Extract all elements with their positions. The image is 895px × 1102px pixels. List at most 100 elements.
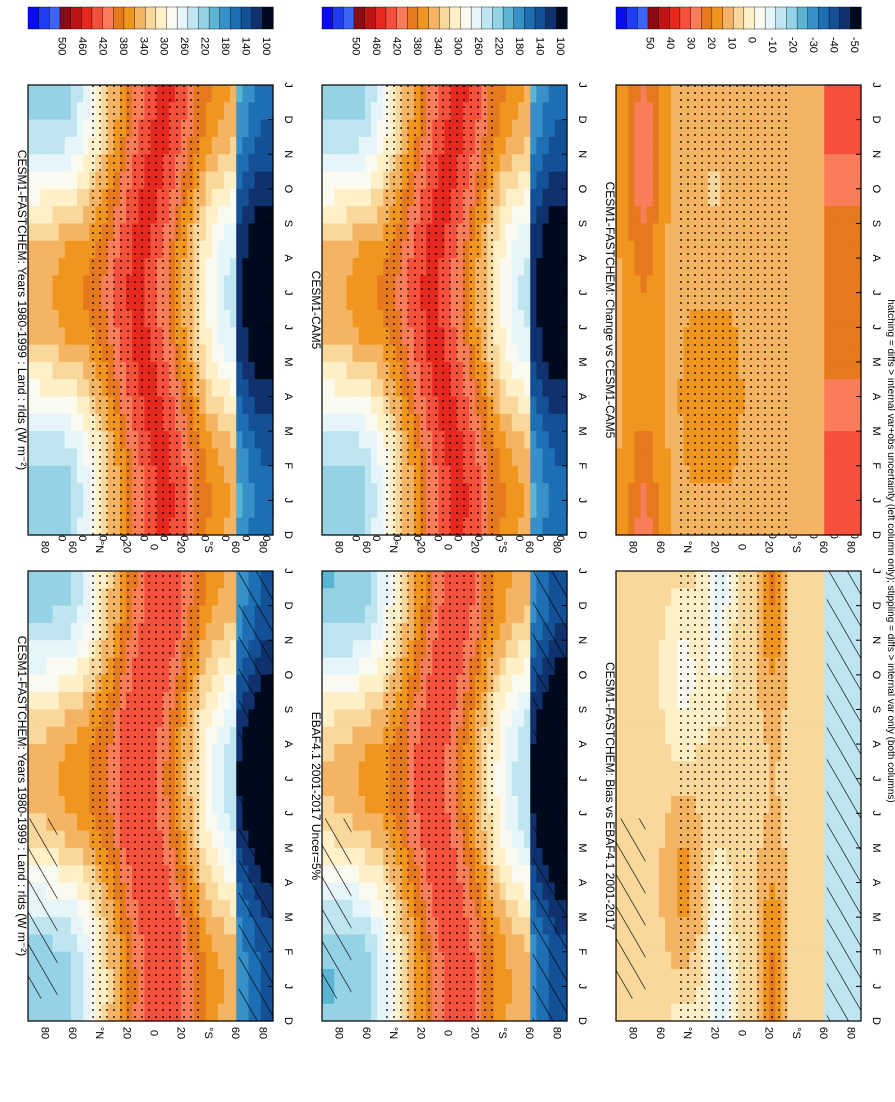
heatmap-cell (518, 951, 525, 970)
heatmap-cell (322, 761, 329, 780)
colorbar-label: 420 (390, 37, 402, 55)
heatmap-cell (505, 744, 513, 762)
heatmap-cell (199, 327, 207, 346)
heatmap-cell (40, 344, 47, 363)
colorbar-label: 180 (219, 37, 231, 55)
heatmap-cell (346, 431, 354, 450)
heatmap-cell (230, 709, 237, 728)
heatmap-cell (83, 847, 90, 866)
heatmap-cell (665, 692, 672, 711)
heatmap-cell (58, 292, 66, 311)
heatmap-cell (499, 674, 507, 693)
heatmap-cell (199, 361, 207, 380)
heatmap-cell (83, 85, 90, 103)
heatmap-cell (205, 969, 213, 987)
heatmap-cell (328, 275, 335, 294)
heatmap-cell (334, 605, 341, 624)
heatmap-cell (548, 85, 556, 103)
heatmap-cell (505, 709, 513, 728)
heatmap-cell (818, 588, 825, 607)
heatmap-cell (199, 275, 207, 294)
heatmap-cell (371, 431, 378, 450)
heatmap-cell (211, 917, 219, 936)
heatmap-cell (358, 761, 366, 780)
heatmap-cell (340, 431, 348, 450)
heatmap-cell (511, 726, 519, 745)
heatmap-cell (524, 917, 531, 936)
heatmap-cell (211, 605, 219, 624)
heatmap-cell (205, 934, 213, 953)
heatmap-cell (358, 240, 366, 259)
heatmap-cell (266, 275, 274, 294)
heatmap-cell (242, 136, 250, 155)
heatmap-cell (793, 640, 801, 659)
heatmap-cell (511, 258, 519, 276)
heatmap-cell (493, 275, 501, 294)
heatmap-cell (28, 517, 35, 536)
heatmap-cell (64, 206, 72, 225)
heatmap-cell (224, 448, 231, 467)
heatmap-cell (58, 986, 66, 1005)
heatmap-cell (328, 188, 335, 207)
heatmap-cell (352, 102, 360, 121)
heatmap-cell (58, 206, 66, 225)
heatmap-cell (34, 571, 41, 589)
heatmap-cell (64, 657, 72, 676)
heatmap-cell (77, 188, 84, 207)
heatmap-cell (499, 413, 507, 432)
heatmap-cell (64, 571, 72, 589)
heatmap-cell (77, 744, 84, 762)
heatmap-cell (217, 744, 225, 762)
heatmap-cell (211, 726, 219, 745)
heatmap-cell (322, 674, 329, 693)
heatmap-cell (364, 171, 372, 190)
heatmap-cell (34, 761, 41, 780)
heatmap-cell (322, 379, 329, 398)
heatmap-cell (346, 1003, 354, 1022)
heatmap-cell (322, 171, 329, 190)
heatmap-cell (799, 674, 807, 693)
heatmap-cell (671, 709, 678, 728)
heatmap-cell (548, 240, 556, 259)
colorbar-swatch (187, 6, 200, 30)
heatmap-cell (505, 969, 513, 987)
heatmap-cell (230, 986, 237, 1005)
heatmap-cell (377, 275, 384, 294)
heatmap-cell (787, 674, 795, 693)
heatmap-cell (28, 240, 35, 259)
heatmap-cell (260, 102, 268, 121)
heatmap-cell (511, 85, 519, 103)
heatmap-cell (77, 761, 84, 780)
heatmap-cell (64, 605, 72, 624)
heatmap-cell (52, 310, 60, 328)
heatmap-cell (77, 796, 84, 814)
heatmap-cell (530, 102, 537, 121)
heatmap-cell (230, 744, 237, 762)
heatmap-cell (554, 119, 562, 138)
heatmap-cell (328, 588, 335, 607)
heatmap-cell (377, 605, 384, 624)
heatmap-cell (493, 761, 501, 780)
heatmap-cell (352, 240, 360, 259)
heatmap-cell (364, 847, 372, 866)
month-tick-label: J (576, 82, 588, 88)
month-tick-label: D (282, 116, 294, 124)
heatmap-cell (493, 951, 501, 970)
heatmap-cell (224, 517, 231, 536)
heatmap-cell (524, 657, 531, 676)
heatmap-cell (671, 761, 678, 780)
heatmap-cell (358, 379, 366, 398)
heatmap-cell (511, 223, 519, 242)
heatmap-cell (46, 119, 54, 138)
month-tick-label: D (576, 116, 588, 124)
heatmap-cell (211, 292, 219, 311)
heatmap-cell (211, 483, 219, 501)
colorbar-swatch (513, 6, 525, 30)
heatmap-cell (34, 778, 41, 797)
heatmap-cell (554, 517, 562, 536)
heatmap-cell (799, 778, 807, 797)
heatmap-cell (560, 292, 568, 311)
heatmap-cell (46, 361, 54, 380)
heatmap-cell (505, 85, 513, 103)
lat-tick-label: 60 (66, 1027, 78, 1039)
